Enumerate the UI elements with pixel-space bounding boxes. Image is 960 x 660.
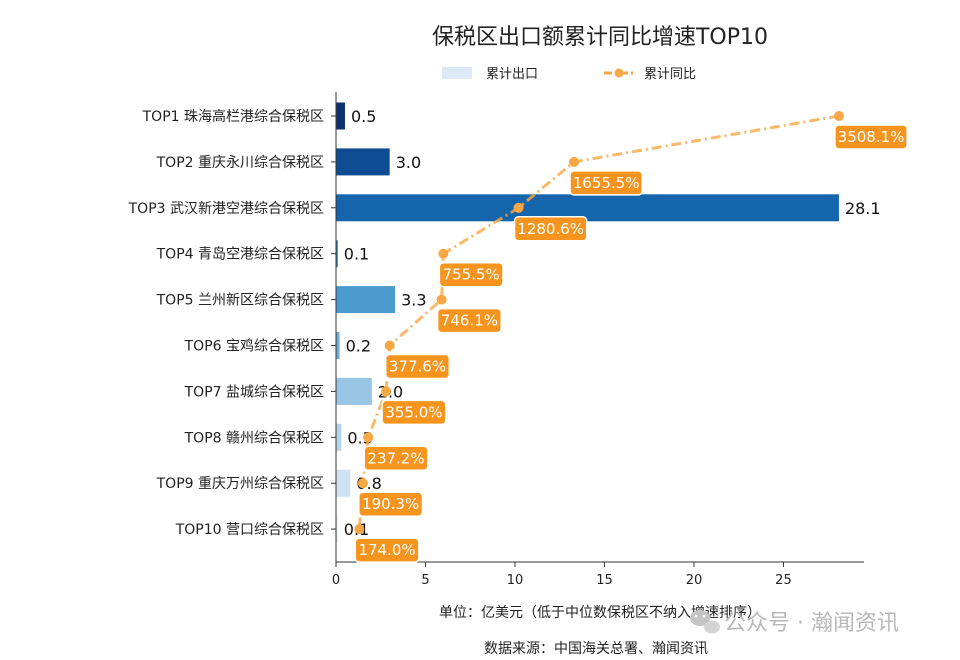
x-tick-label: 10 [507,573,524,588]
bar [336,332,340,359]
bar [336,286,396,314]
growth-label-box [358,491,424,517]
category-label: TOP3 武汉新港空港综合保税区 [128,201,324,217]
growth-label-box [363,445,429,472]
bar [336,423,342,451]
growth-labels: 3508.1% 1655.5% 1280.6% 755.5% 746.1% 377.6% 3… [354,124,908,563]
growth-label-box [834,124,908,150]
wechat-icon [690,610,720,634]
category-label: TOP10 营口综合保税区 [175,522,324,538]
growth-label-box [513,216,588,242]
watermark-text: 公众号 · 瀚闻资讯 [724,611,899,636]
chart-title: 保税区出口额累计同比增速TOP10 [432,25,768,50]
growth-label: 355.0% [385,403,442,421]
growth-label: 3508.1% [838,128,905,146]
growth-label: 377.6% [389,358,446,376]
growth-label-box [436,307,502,334]
growth-point [354,524,365,535]
x-tick-label: 5 [421,573,429,588]
legend-label-line: 累计同比 [644,67,696,82]
growth-point [569,156,580,167]
bar [336,194,839,222]
category-label: TOP7 盐城综合保税区 [184,384,324,400]
growth-label-box [381,399,447,426]
bar-value-label: 3.3 [401,291,426,310]
bar-value-label: 28.1 [845,199,881,218]
category-label: TOP2 重庆永川综合保税区 [156,155,324,171]
growth-label: 190.3% [362,495,419,513]
category-label: TOP9 重庆万州综合保税区 [156,476,324,492]
category-label: TOP1 珠海高栏港综合保税区 [142,108,324,125]
watermark: 公众号 · 瀚闻资讯 [690,610,899,636]
category-label: TOP5 兰州新区综合保税区 [156,293,324,309]
growth-label: 1655.5% [573,174,640,192]
legend-label-bar: 累计出口 [486,67,538,82]
growth-label: 755.5% [443,266,500,284]
bar-value-label: 0.5 [351,107,376,126]
axes [331,92,864,563]
growth-point [438,248,449,259]
bar-value-label: 3.0 [396,153,421,172]
x-tick-label: 20 [686,573,703,588]
growth-label-box [384,353,451,380]
x-tick-label: 0 [332,573,340,588]
bar [336,148,390,176]
bars [336,102,839,543]
growth-label-box [569,170,643,196]
legend: 累计出口 累计同比 [442,67,696,82]
growth-label: 237.2% [367,449,424,467]
bar-value-label: 0.1 [344,245,369,264]
x-axis-label: 单位：亿美元（低于中位数保税区不纳入增速排序） [439,605,761,621]
growth-point [384,340,395,351]
bar [336,469,351,497]
bar-value-label: 0.2 [346,337,371,356]
growth-label-box [438,261,504,288]
growth-point [833,111,844,121]
category-labels: TOP1 珠海高栏港综合保税区 TOP2 重庆永川综合保税区 TOP3 武汉新港空港… [128,108,324,538]
growth-point [436,294,447,305]
growth-label-box [354,537,420,563]
x-ticks: 0 5 10 15 20 25 [332,562,792,588]
growth-point [357,478,368,489]
source-note: 数据来源：中国海关总署、瀚闻资讯 [484,641,708,657]
legend-swatch-bar [442,67,472,79]
bar [336,377,372,405]
growth-label: 746.1% [441,312,498,330]
bar [336,102,345,130]
category-label: TOP8 赣州综合保税区 [184,430,324,446]
growth-label: 174.0% [358,541,415,559]
growth-point [513,202,524,213]
x-tick-label: 25 [775,573,792,588]
category-label: TOP4 青岛空港综合保税区 [156,247,324,263]
bar [336,515,338,543]
growth-point [381,386,392,397]
growth-label: 1280.6% [517,220,584,238]
x-tick-label: 15 [596,573,613,588]
growth-point [363,432,374,443]
bar [336,240,338,268]
category-label: TOP6 宝鸡综合保税区 [184,338,324,355]
legend-marker-line [614,68,624,78]
